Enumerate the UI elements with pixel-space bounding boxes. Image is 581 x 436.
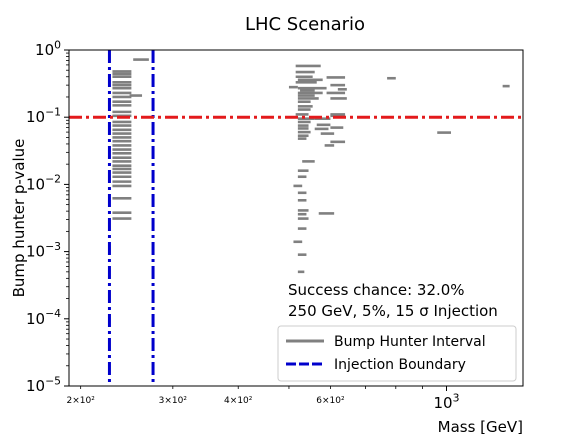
y-tick-label: 10−5 [26, 374, 61, 395]
legend: Bump Hunter Interval Injection Boundary [277, 325, 517, 382]
legend-label-boundary: Injection Boundary [334, 357, 466, 373]
y-tick-label: 100 [35, 38, 61, 59]
plot-frame [68, 49, 524, 387]
annotation-injection: 250 GeV, 5%, 15 σ Injection [288, 302, 498, 320]
annotation-success: Success chance: 32.0% [288, 281, 465, 299]
bump-hunter-intervals [112, 58, 510, 274]
y-tick-label: 10−4 [26, 307, 61, 328]
x-axis: 103 2×10² 3×10² 4×10² 6×10² [66, 386, 459, 412]
x-minor-tick-label: 4×10² [224, 396, 253, 406]
x-minor-tick-label: 3×10² [159, 396, 188, 406]
y-tick-label: 10−3 [26, 240, 61, 261]
legend-label-interval: Bump Hunter Interval [334, 334, 486, 350]
x-tick-label: 103 [434, 391, 460, 412]
legend-frame [277, 325, 517, 382]
y-axis: 100 10−1 10−2 10−3 10−4 10−5 [26, 38, 69, 395]
injection-boundaries [107, 50, 155, 386]
x-minor-tick-label: 6×10² [316, 396, 345, 406]
y-axis-label: Bump hunter p-value [10, 139, 28, 298]
y-tick-label: 10−1 [26, 105, 61, 126]
y-tick-label: 10−2 [26, 173, 61, 194]
x-minor-tick-label: 2×10² [66, 396, 95, 406]
chart-title: LHC Scenario [245, 14, 365, 35]
x-axis-label: Mass [GeV] [438, 418, 523, 436]
